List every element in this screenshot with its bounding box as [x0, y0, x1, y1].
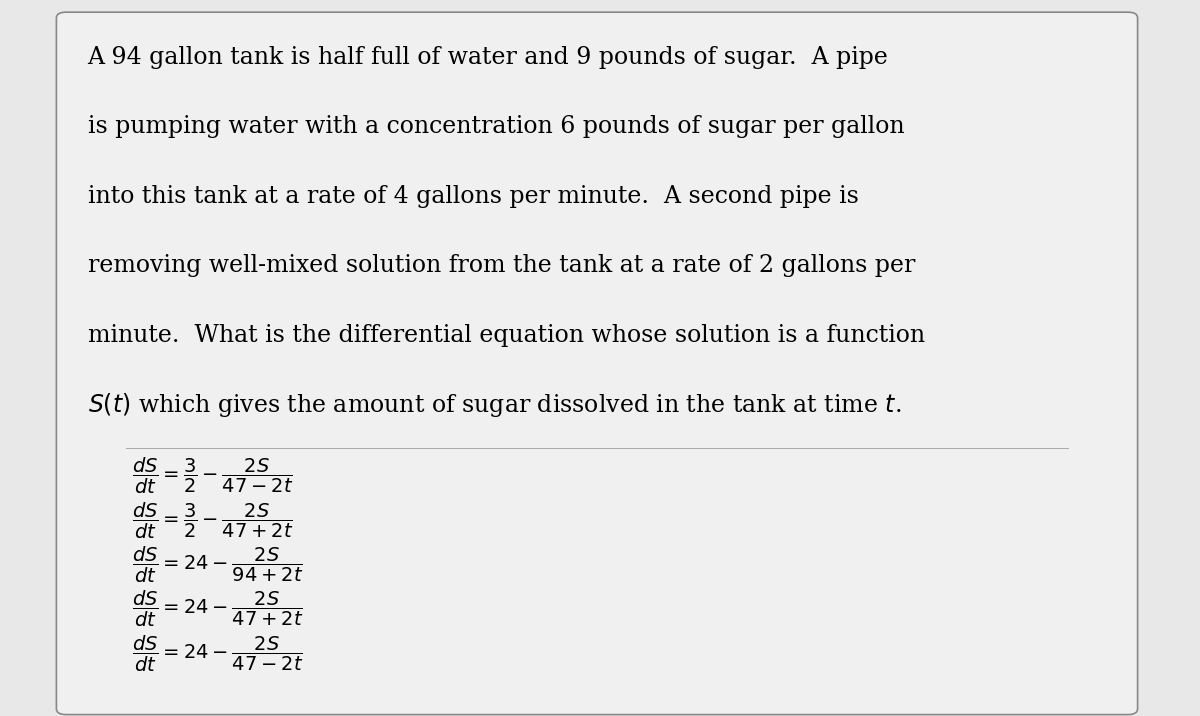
Text: $S(t)$ which gives the amount of sugar dissolved in the tank at time $t$.: $S(t)$ which gives the amount of sugar d… [88, 390, 901, 419]
Text: $\dfrac{dS}{dt} = \dfrac{3}{2} - \dfrac{2S}{47-2t}$: $\dfrac{dS}{dt} = \dfrac{3}{2} - \dfrac{… [132, 456, 293, 496]
Text: $\dfrac{dS}{dt} = 24 - \dfrac{2S}{94+2t}$: $\dfrac{dS}{dt} = 24 - \dfrac{2S}{94+2t}… [132, 545, 304, 585]
Text: into this tank at a rate of 4 gallons per minute.  A second pipe is: into this tank at a rate of 4 gallons pe… [88, 185, 858, 208]
Text: $\dfrac{dS}{dt} = \dfrac{3}{2} - \dfrac{2S}{47+2t}$: $\dfrac{dS}{dt} = \dfrac{3}{2} - \dfrac{… [132, 500, 293, 541]
Text: is pumping water with a concentration 6 pounds of sugar per gallon: is pumping water with a concentration 6 … [88, 115, 905, 138]
Text: $\dfrac{dS}{dt} = 24 - \dfrac{2S}{47-2t}$: $\dfrac{dS}{dt} = 24 - \dfrac{2S}{47-2t}… [132, 634, 304, 674]
Text: $\dfrac{dS}{dt} = 24 - \dfrac{2S}{47+2t}$: $\dfrac{dS}{dt} = 24 - \dfrac{2S}{47+2t}… [132, 589, 304, 629]
Text: removing well-mixed solution from the tank at a rate of 2 gallons per: removing well-mixed solution from the ta… [88, 254, 914, 277]
FancyBboxPatch shape [56, 12, 1138, 715]
Text: minute.  What is the differential equation whose solution is a function: minute. What is the differential equatio… [88, 324, 925, 347]
Text: A 94 gallon tank is half full of water and 9 pounds of sugar.  A pipe: A 94 gallon tank is half full of water a… [88, 46, 888, 69]
